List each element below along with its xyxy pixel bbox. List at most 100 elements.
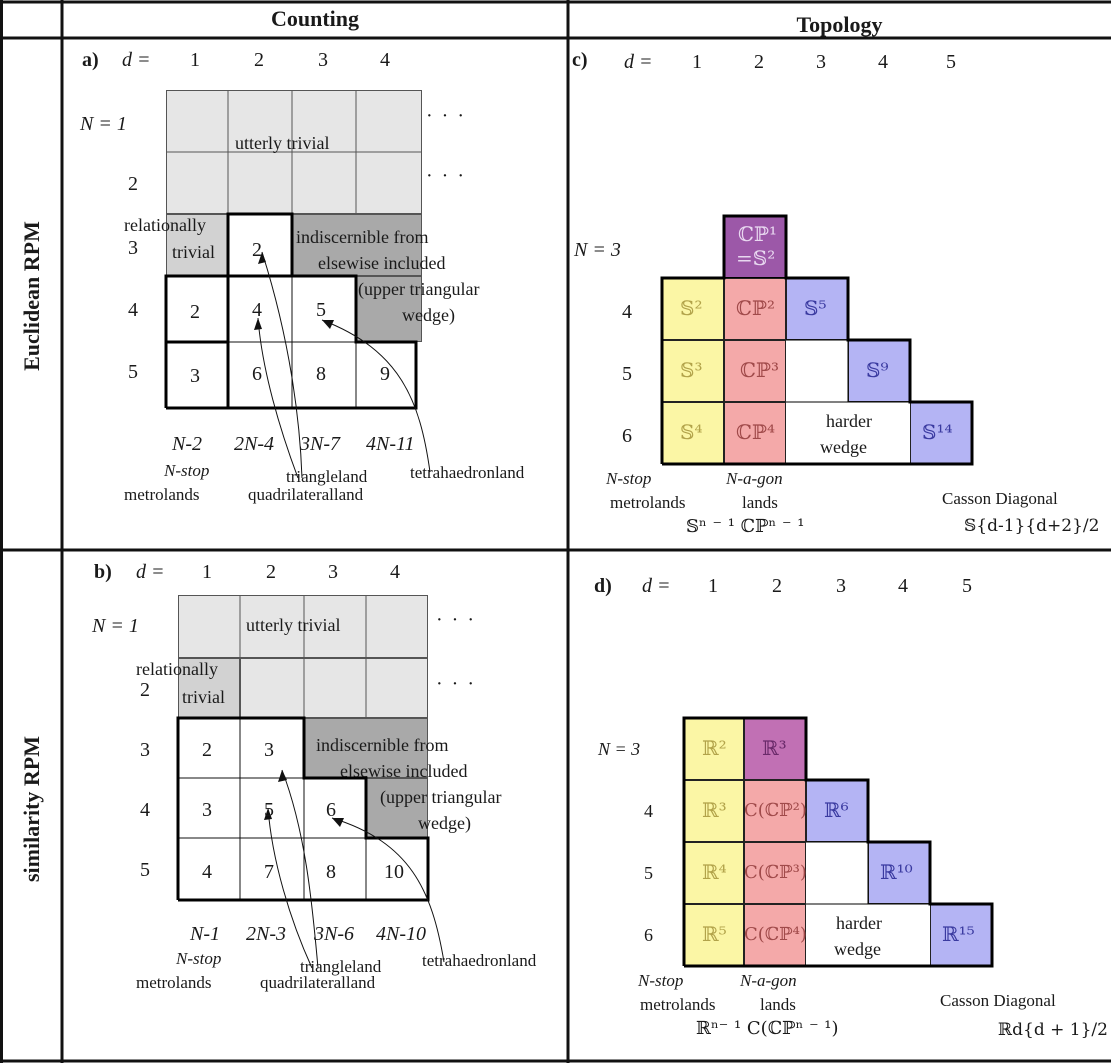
d-d-3: 3: [836, 575, 846, 597]
a-cell-d3n5: 8: [316, 363, 326, 385]
b-n-4: 4: [140, 799, 150, 821]
b-d-2: 2: [266, 561, 276, 583]
c-cell-cp3: [724, 340, 786, 402]
a-cell-d3n4: 5: [316, 299, 326, 321]
b-n-2: 2: [140, 679, 150, 701]
d-formula-left: ℝⁿ⁻ ¹ C(ℂℙⁿ ⁻ ¹): [696, 1018, 839, 1039]
d-formula-right: ℝd{d + 1}/2: [998, 1020, 1108, 1040]
c-formula-left: 𝕊ⁿ ⁻ ¹ ℂℙⁿ ⁻ ¹: [686, 516, 805, 537]
a-quadrilateralland: quadrilateralland: [248, 485, 364, 504]
d-cell-r3top: [744, 718, 806, 780]
a-dots-row1: · · ·: [426, 105, 466, 127]
d-cell-r4: [684, 842, 744, 904]
b-relationally: relationally: [136, 659, 218, 679]
c-harder: harder: [826, 411, 872, 431]
c-cell-s3: [662, 340, 724, 402]
d-nagon: N-a-gon: [740, 971, 797, 990]
b-cell-d2n3: 3: [264, 739, 274, 761]
a-dots-row2: · · ·: [426, 165, 466, 187]
b-metrolands: metrolands: [136, 973, 212, 992]
a-d-3: 3: [318, 49, 328, 71]
a-formula-1: N-2: [172, 433, 202, 455]
c-n-5: 5: [622, 363, 632, 385]
b-nstop: N-stop: [176, 949, 222, 968]
d-nstop: N-stop: [638, 971, 684, 990]
a-trivial: trivial: [172, 242, 215, 262]
d-label-ccp3: C(ℂℙ³): [744, 862, 807, 883]
b-n-5: 5: [140, 859, 150, 881]
d-wedge: wedge: [834, 939, 881, 959]
d-metrolands: metrolands: [640, 995, 716, 1014]
a-formula-4: 4N-11: [366, 433, 415, 455]
b-d-3: 3: [328, 561, 338, 583]
b-tetrahaedronland: tetrahaedronland: [422, 951, 537, 970]
d-cell-ccp3: [744, 842, 806, 904]
a-relationally: relationally: [124, 215, 206, 235]
d-cell-r2: [684, 718, 744, 780]
a-cell-d1n4: 2: [190, 301, 200, 323]
c-nstop: N-stop: [606, 469, 652, 488]
d-n-5: 5: [644, 863, 653, 883]
b-utterly-trivial-region-2: [240, 658, 428, 718]
b-indiscernible-4: wedge): [418, 813, 471, 833]
b-indiscernible-3: (upper triangular: [380, 787, 502, 807]
b-panel-label: b): [94, 561, 112, 583]
a-d-label: d =: [122, 49, 151, 71]
a-d-2: 2: [254, 49, 264, 71]
a-indiscernible-region: [292, 214, 422, 276]
a-n-2: 2: [128, 173, 138, 195]
b-cell-d4n5: 10: [384, 861, 404, 883]
b-cell-d2n4: 5: [264, 799, 274, 821]
c-d-2: 2: [754, 51, 764, 73]
d-label-r15: ℝ¹⁵: [942, 922, 975, 946]
a-tetrahaedronland: tetrahaedronland: [410, 463, 525, 482]
b-cell-d1n4: 3: [202, 799, 212, 821]
c-d-5: 5: [946, 51, 956, 73]
c-label-s2b: =𝕊²: [736, 246, 776, 270]
a-formula-3: 3N-7: [300, 433, 340, 455]
b-triangleland: triangleland: [300, 957, 382, 976]
b-indiscernible-1: indiscernible from: [316, 735, 449, 755]
a-n-label: N = 1: [80, 113, 127, 135]
d-cell-r15: [930, 904, 992, 966]
a-cell-d2n4: 4: [252, 299, 262, 321]
a-nstop: N-stop: [164, 461, 210, 480]
c-cell-cp4: [724, 402, 786, 464]
b-formula-4: 4N-10: [376, 923, 426, 945]
d-label-r4: ℝ⁴: [702, 860, 727, 884]
b-trivial: trivial: [182, 687, 225, 707]
a-n-4: 4: [128, 299, 138, 321]
header-counting: Counting: [270, 6, 360, 31]
b-cell-d2n5: 7: [264, 861, 274, 883]
d-label-r3: ℝ³: [702, 798, 727, 822]
d-cell-ccp4: [744, 904, 806, 966]
b-cell-d1n5: 4: [202, 861, 212, 883]
b-cell-d1n3: 2: [202, 739, 212, 761]
b-cell-d3n4: 6: [326, 799, 336, 821]
b-cell-d3n5: 8: [326, 861, 336, 883]
a-n-3: 3: [128, 237, 138, 259]
a-relational-trivial-cell: [166, 214, 228, 276]
c-label-s14: 𝕊¹⁴: [922, 420, 953, 444]
b-n-label: N = 1: [92, 615, 139, 637]
c-label-cp1: ℂℙ¹: [738, 222, 777, 246]
d-label-ccp4: C(ℂℙ⁴): [744, 924, 807, 945]
d-n-4: 4: [644, 801, 653, 821]
a-d-1: 1: [190, 49, 200, 71]
a-indiscernible-1: indiscernible from: [296, 227, 429, 247]
a-triangleland: triangleland: [286, 467, 368, 486]
d-cell-ccp2: [744, 780, 806, 842]
c-n-4: 4: [622, 301, 632, 323]
b-formula-3: 3N-6: [314, 923, 354, 945]
c-panel-label: c): [572, 49, 588, 71]
d-d-2: 2: [772, 575, 782, 597]
c-lands: lands: [742, 493, 778, 512]
c-metrolands: metrolands: [610, 493, 686, 512]
c-d-1: 1: [692, 51, 702, 73]
c-n-label: N = 3: [574, 239, 621, 261]
b-d-4: 4: [390, 561, 400, 583]
d-cell-r5: [684, 904, 744, 966]
